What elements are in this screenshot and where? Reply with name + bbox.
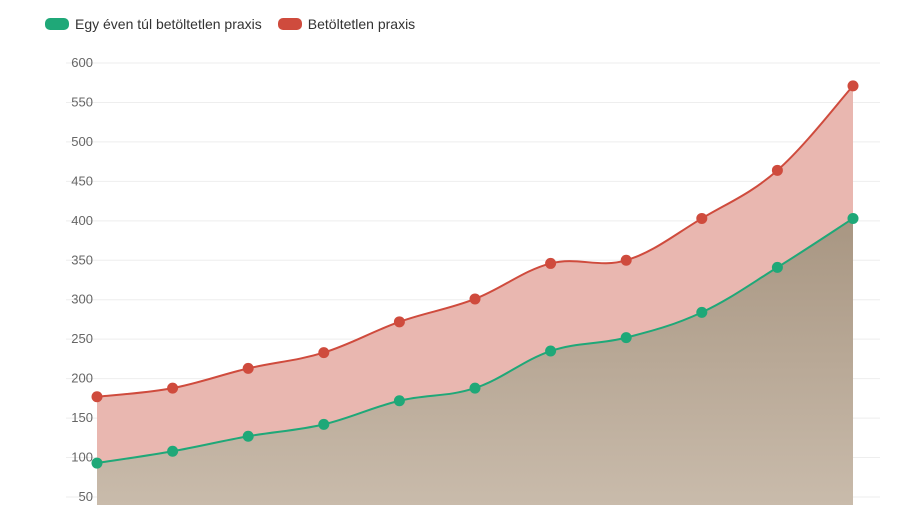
legend-swatch-green xyxy=(45,18,69,30)
y-tick-label: 100 xyxy=(71,450,93,465)
legend-label-vacant: Betöltetlen praxis xyxy=(307,16,416,32)
point-long-vacant[interactable] xyxy=(847,212,859,224)
legend-swatch-red xyxy=(277,18,302,30)
point-vacant[interactable] xyxy=(847,80,859,92)
point-vacant[interactable] xyxy=(469,293,481,305)
legend-item-vacant[interactable]: Betöltetlen praxis xyxy=(277,16,416,32)
point-vacant[interactable] xyxy=(620,254,632,266)
line-vacant xyxy=(96,85,854,398)
point-long-vacant[interactable] xyxy=(771,261,783,273)
point-long-vacant[interactable] xyxy=(91,457,103,469)
point-vacant[interactable] xyxy=(771,164,783,176)
point-long-vacant[interactable] xyxy=(545,345,557,357)
y-tick-label: 250 xyxy=(71,331,93,346)
point-vacant[interactable] xyxy=(167,382,179,394)
y-tick-label: 450 xyxy=(71,173,93,188)
point-vacant[interactable] xyxy=(318,347,330,359)
point-long-vacant[interactable] xyxy=(696,306,708,318)
y-tick-label: 150 xyxy=(71,410,93,425)
y-tick-label: 400 xyxy=(71,213,93,228)
point-long-vacant[interactable] xyxy=(318,418,330,430)
point-vacant[interactable] xyxy=(393,316,405,328)
y-tick-label: 500 xyxy=(71,134,93,149)
point-long-vacant[interactable] xyxy=(469,382,481,394)
point-vacant[interactable] xyxy=(91,391,103,403)
point-long-vacant[interactable] xyxy=(167,445,179,457)
y-tick-label: 600 xyxy=(71,55,93,70)
point-long-vacant[interactable] xyxy=(242,430,254,442)
y-tick-label: 300 xyxy=(71,292,93,307)
legend: Egy éven túl betöltetlen praxis Betöltet… xyxy=(45,16,431,32)
y-tick-label: 200 xyxy=(71,371,93,386)
area-long-vacant xyxy=(97,218,853,505)
y-tick-label: 50 xyxy=(79,489,93,504)
point-vacant[interactable] xyxy=(545,257,557,269)
point-long-vacant[interactable] xyxy=(620,332,632,344)
point-long-vacant[interactable] xyxy=(393,395,405,407)
point-vacant[interactable] xyxy=(242,362,254,374)
legend-label-long-vacant: Egy éven túl betöltetlen praxis xyxy=(75,16,262,32)
legend-item-long-vacant[interactable]: Egy éven túl betöltetlen praxis xyxy=(45,16,262,32)
point-vacant[interactable] xyxy=(696,212,708,224)
y-tick-label: 550 xyxy=(71,94,93,109)
y-tick-label: 350 xyxy=(71,252,93,267)
